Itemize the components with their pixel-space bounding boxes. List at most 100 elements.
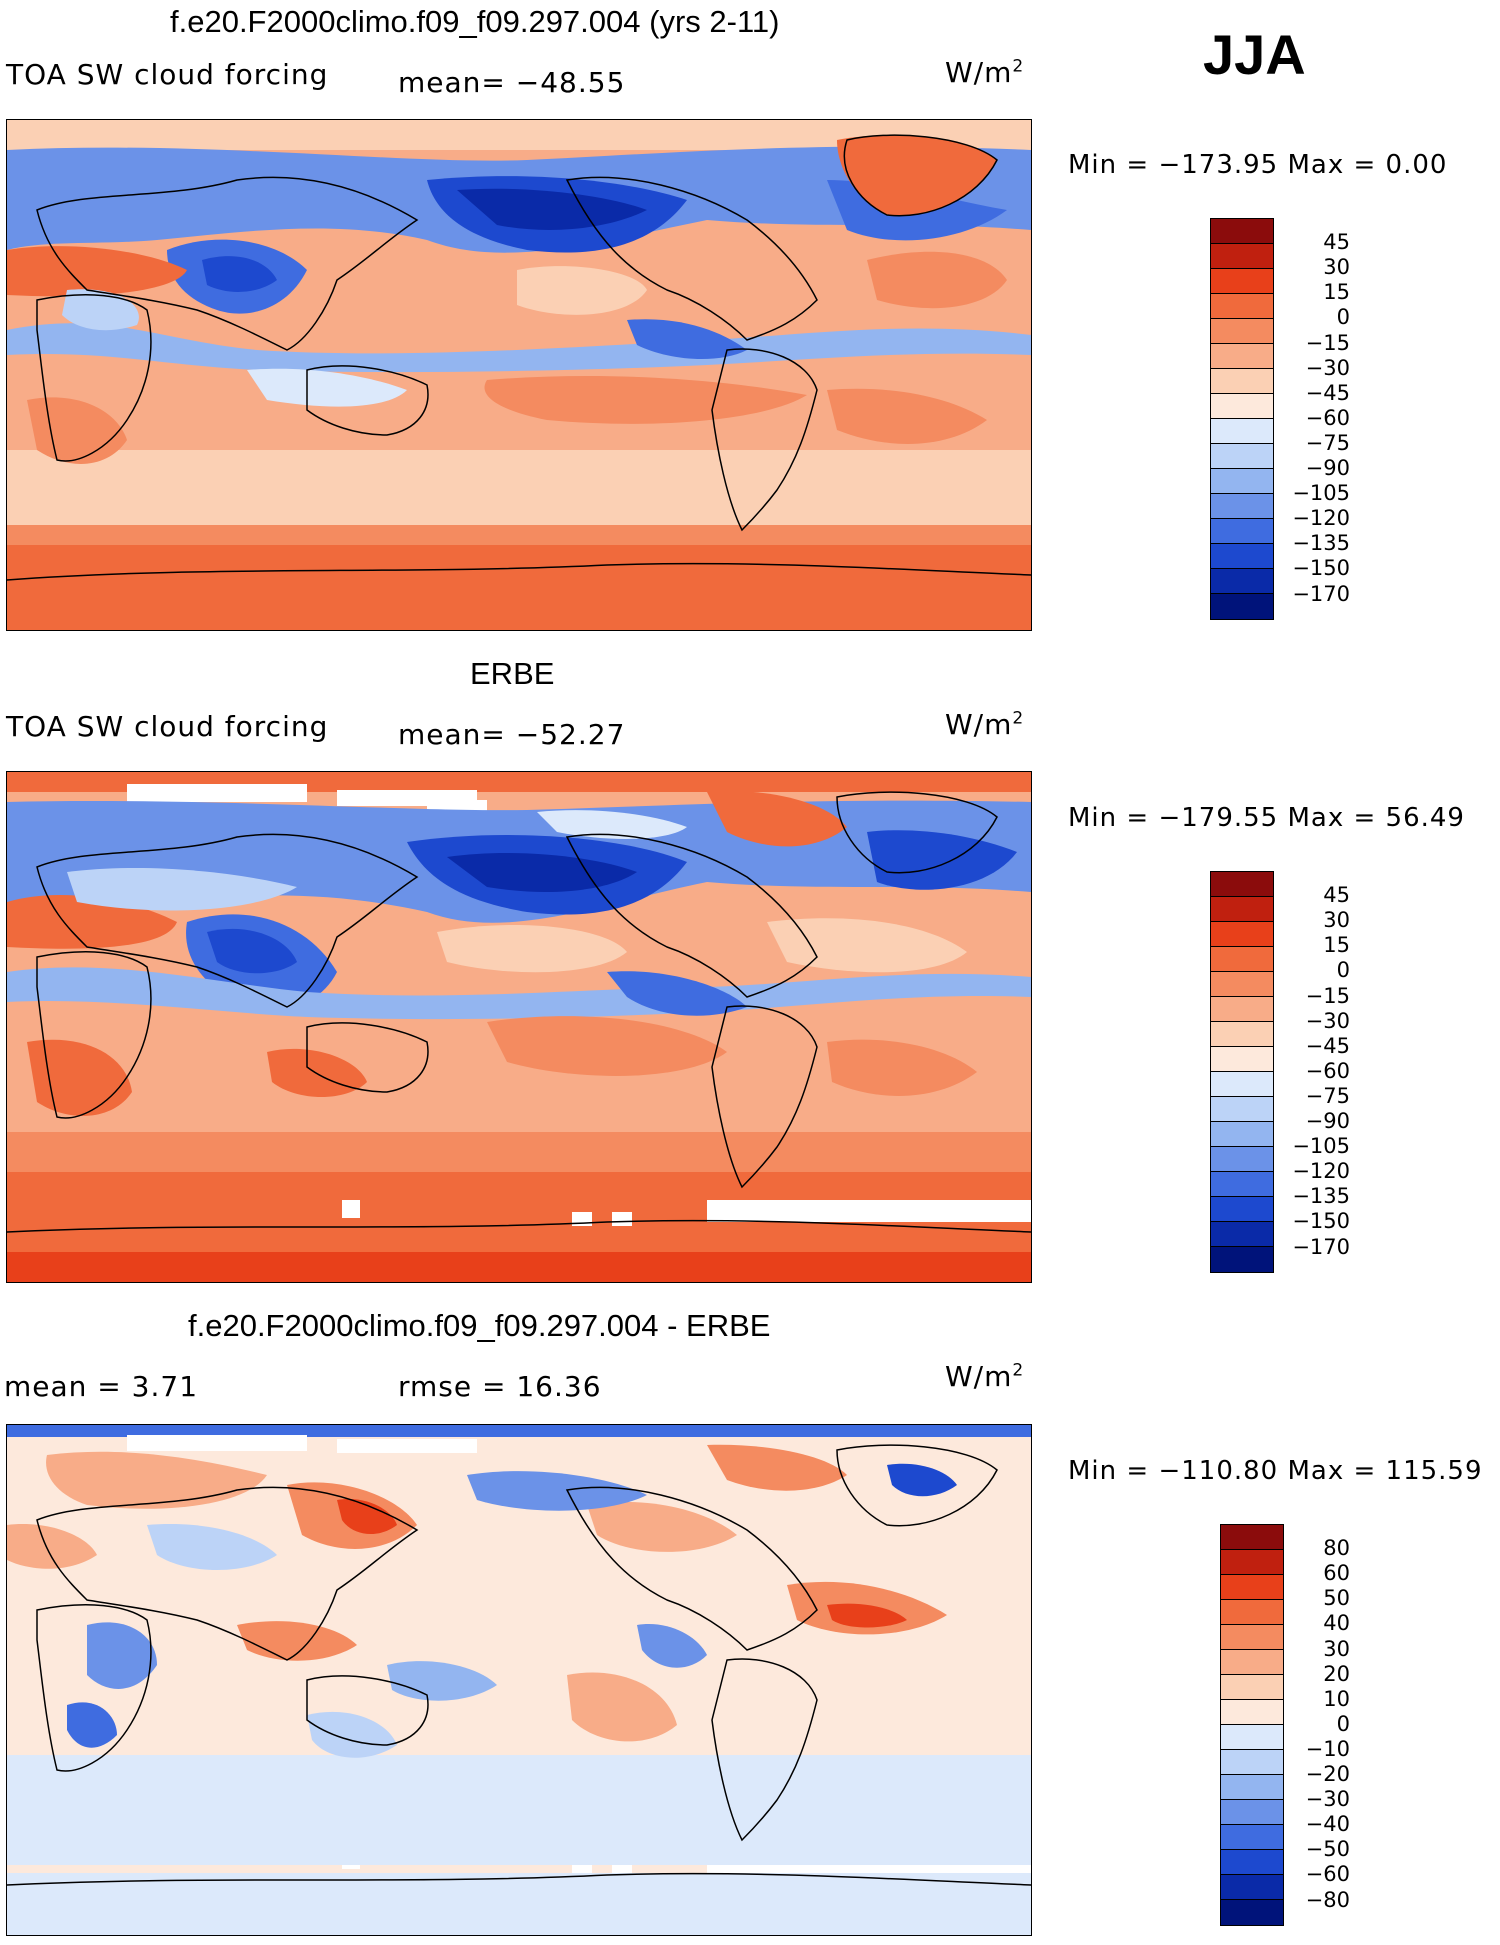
colorbar-tick-label: −15 bbox=[1305, 330, 1350, 355]
colorbar-tick-label: 0 bbox=[1336, 1711, 1350, 1736]
colorbar-tick-label: −60 bbox=[1305, 1862, 1350, 1887]
colorbar-swatch bbox=[1221, 1825, 1283, 1850]
colorbar-swatch bbox=[1221, 1850, 1283, 1875]
panel-1-variable-label: TOA SW cloud forcing bbox=[6, 58, 329, 91]
colorbar-tick-label: −50 bbox=[1305, 1837, 1350, 1862]
colorbar-swatch bbox=[1221, 1575, 1283, 1600]
colorbar-tick-label: −30 bbox=[1305, 1008, 1350, 1033]
colorbar-swatch bbox=[1211, 1197, 1273, 1222]
panel-1-units: W/m2 bbox=[945, 56, 1025, 89]
colorbar-tick-label: −40 bbox=[1305, 1812, 1350, 1837]
panel-2-variable-label: TOA SW cloud forcing bbox=[6, 710, 329, 743]
colorbar-tick-label: −105 bbox=[1292, 1134, 1350, 1159]
colorbar-tick-label: −150 bbox=[1292, 556, 1350, 581]
colorbar-swatch bbox=[1221, 1750, 1283, 1775]
colorbar-tick-label: −120 bbox=[1292, 1159, 1350, 1184]
colorbar-tick-label: −20 bbox=[1305, 1762, 1350, 1786]
panel-1-colorbar-ticks: 45 30 15 0 −15 −30 −45 −60 −75 −90 −105 −120 −135 −15… bbox=[1278, 218, 1350, 621]
colorbar-tick-label: −120 bbox=[1292, 506, 1350, 531]
colorbar-swatch bbox=[1211, 922, 1273, 947]
colorbar-swatch bbox=[1211, 469, 1273, 494]
colorbar-swatch bbox=[1211, 219, 1273, 244]
colorbar-swatch bbox=[1211, 997, 1273, 1022]
colorbar-tick-label: −90 bbox=[1305, 456, 1350, 480]
colorbar-swatch bbox=[1211, 972, 1273, 997]
colorbar-tick-label: −15 bbox=[1305, 983, 1350, 1008]
panel-3-colorbar-ticks: 80 60 50 40 30 20 10 0 −10 −20 −30 −40 −50 −60 −80 bbox=[1288, 1524, 1350, 1927]
colorbar-tick-label: −135 bbox=[1292, 1184, 1350, 1209]
panel-3-map bbox=[6, 1424, 1032, 1936]
panel-3-minmax: Min = −110.80 Max = 115.59 bbox=[1068, 1456, 1483, 1486]
colorbar-tick-label: −75 bbox=[1305, 1083, 1350, 1108]
colorbar-tick-label: −45 bbox=[1305, 380, 1350, 405]
colorbar-swatch bbox=[1211, 1122, 1273, 1147]
colorbar-swatch bbox=[1211, 897, 1273, 922]
colorbar-swatch bbox=[1211, 569, 1273, 594]
colorbar-swatch bbox=[1221, 1900, 1283, 1925]
colorbar-swatch bbox=[1211, 269, 1273, 294]
colorbar-tick-label: 45 bbox=[1323, 883, 1350, 908]
colorbar-swatch bbox=[1211, 1072, 1273, 1097]
colorbar-swatch bbox=[1211, 1147, 1273, 1172]
colorbar-swatch bbox=[1211, 1097, 1273, 1122]
colorbar-tick-label: 40 bbox=[1323, 1611, 1350, 1636]
colorbar-tick-label: 10 bbox=[1323, 1686, 1350, 1711]
colorbar-tick-label: 0 bbox=[1336, 305, 1350, 330]
colorbar-tick-label: −60 bbox=[1305, 405, 1350, 430]
panel-2-mean-label: mean= −52.27 bbox=[398, 718, 626, 751]
colorbar-tick-label: −80 bbox=[1305, 1887, 1350, 1912]
colorbar-swatch bbox=[1221, 1675, 1283, 1700]
colorbar-swatch bbox=[1221, 1525, 1283, 1550]
panel-1-colorbar bbox=[1210, 218, 1274, 620]
colorbar-tick-label: −30 bbox=[1305, 355, 1350, 380]
colorbar-swatch bbox=[1211, 544, 1273, 569]
colorbar-swatch bbox=[1221, 1625, 1283, 1650]
colorbar-swatch bbox=[1211, 1172, 1273, 1197]
panel-3-title: f.e20.F2000climo.f09_f09.297.004 - ERBE bbox=[188, 1308, 771, 1343]
panel-3-mean-label: mean = 3.71 bbox=[4, 1370, 199, 1403]
colorbar-tick-label: 50 bbox=[1323, 1586, 1350, 1611]
colorbar-swatch bbox=[1211, 244, 1273, 269]
colorbar-swatch bbox=[1221, 1600, 1283, 1625]
colorbar-tick-label: −90 bbox=[1305, 1109, 1350, 1133]
colorbar-swatch bbox=[1221, 1800, 1283, 1825]
colorbar-swatch bbox=[1211, 369, 1273, 394]
colorbar-swatch bbox=[1221, 1775, 1283, 1800]
colorbar-tick-label: 20 bbox=[1323, 1661, 1350, 1686]
colorbar-swatch bbox=[1211, 1222, 1273, 1247]
panel-2-minmax: Min = −179.55 Max = 56.49 bbox=[1068, 803, 1465, 833]
colorbar-tick-label: −30 bbox=[1305, 1787, 1350, 1812]
colorbar-swatch bbox=[1211, 594, 1273, 619]
colorbar-swatch bbox=[1221, 1875, 1283, 1900]
panel-2-units: W/m2 bbox=[945, 708, 1025, 741]
colorbar-swatch bbox=[1211, 947, 1273, 972]
colorbar-tick-label: −170 bbox=[1292, 1234, 1350, 1259]
colorbar-swatch bbox=[1221, 1650, 1283, 1675]
panel-2-title: ERBE bbox=[470, 656, 555, 691]
colorbar-tick-label: 30 bbox=[1323, 255, 1350, 280]
colorbar-swatch bbox=[1211, 419, 1273, 444]
colorbar-tick-label: −105 bbox=[1292, 481, 1350, 506]
colorbar-tick-label: 15 bbox=[1323, 280, 1350, 305]
colorbar-tick-label: 30 bbox=[1323, 908, 1350, 933]
colorbar-tick-label: 30 bbox=[1323, 1636, 1350, 1661]
colorbar-swatch bbox=[1211, 344, 1273, 369]
panel-1-mean-label: mean= −48.55 bbox=[398, 66, 626, 99]
panel-1-map bbox=[6, 119, 1032, 631]
panel-1-title: f.e20.F2000climo.f09_f09.297.004 (yrs 2-… bbox=[170, 4, 780, 39]
colorbar-tick-label: −150 bbox=[1292, 1209, 1350, 1234]
colorbar-swatch bbox=[1211, 319, 1273, 344]
colorbar-swatch bbox=[1211, 872, 1273, 897]
colorbar-tick-label: 15 bbox=[1323, 933, 1350, 958]
panel-3-units: W/m2 bbox=[945, 1360, 1025, 1393]
colorbar-swatch bbox=[1221, 1725, 1283, 1750]
colorbar-tick-label: −60 bbox=[1305, 1058, 1350, 1083]
colorbar-swatch bbox=[1211, 1047, 1273, 1072]
colorbar-swatch bbox=[1211, 1022, 1273, 1047]
panel-3-rmse-label: rmse = 16.36 bbox=[398, 1370, 602, 1403]
panel-2-colorbar-ticks: 45 30 15 0 −15 −30 −45 −60 −75 −90 −105 −120 −135 −15… bbox=[1278, 871, 1350, 1274]
colorbar-swatch bbox=[1211, 444, 1273, 469]
colorbar-tick-label: −75 bbox=[1305, 430, 1350, 455]
colorbar-tick-label: 45 bbox=[1323, 230, 1350, 255]
colorbar-swatch bbox=[1211, 294, 1273, 319]
